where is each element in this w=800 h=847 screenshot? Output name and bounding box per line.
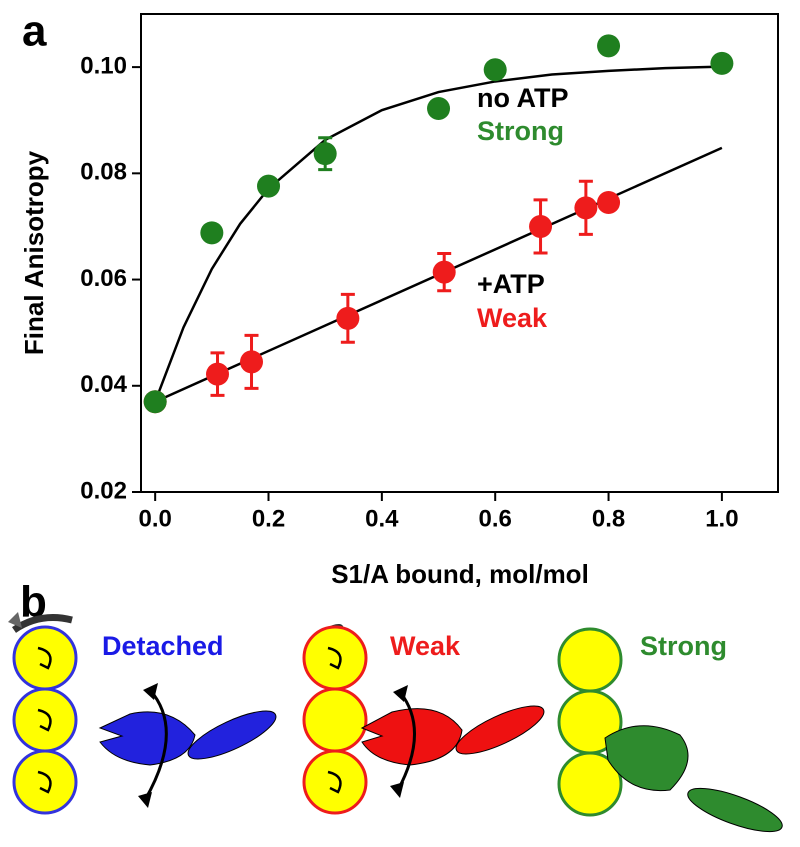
diagram-label: Weak (390, 631, 461, 661)
x-tick-label: 0.6 (479, 505, 512, 532)
data-point (313, 142, 337, 166)
diagram-label: Detached (102, 631, 224, 661)
y-tick-label: 0.08 (80, 159, 127, 186)
diagram-labels: Detached Weak Strong (102, 631, 727, 661)
y-tick-label: 0.04 (80, 371, 127, 398)
data-point (597, 191, 621, 215)
strong-diagram (557, 627, 783, 833)
data-point (529, 214, 553, 238)
detached-diagram (8, 612, 277, 815)
y-axis-title: Final Anisotropy (19, 150, 49, 355)
annotation: +ATP (477, 269, 545, 299)
annotation: Strong (477, 116, 564, 146)
data-point (257, 174, 281, 198)
y-tick-label: 0.02 (80, 477, 127, 504)
data-point (200, 221, 224, 245)
data-point (710, 51, 734, 75)
fit-line (153, 65, 722, 403)
data-point (143, 390, 167, 414)
x-tick-label: 1.0 (705, 505, 738, 532)
y-tick-label: 0.10 (80, 52, 127, 79)
x-tick-label: 0.4 (365, 505, 399, 532)
data-point (483, 58, 507, 82)
x-tick-label: 0.0 (138, 505, 171, 532)
plot: 0.0 0.2 0.4 0.6 0.8 1.0 0.02 0.04 0.06 0.08 0.10 no… (80, 13, 779, 532)
data-point (427, 97, 451, 121)
annotation: no ATP (477, 83, 568, 113)
plot-frame (140, 13, 779, 493)
weak-diagram (302, 624, 545, 815)
data-point (597, 34, 621, 58)
diagram-label: Strong (640, 631, 727, 661)
data-point (336, 306, 360, 330)
x-axis-title: S1/A bound, mol/mol (331, 559, 589, 589)
x-tick-label: 0.2 (252, 505, 285, 532)
data-point (206, 362, 230, 386)
y-tick-label: 0.06 (80, 265, 127, 292)
data-point (432, 260, 456, 284)
annotation: Weak (477, 303, 548, 333)
panel-label: a (22, 7, 47, 56)
data-point (574, 196, 598, 220)
data-point (240, 350, 264, 374)
x-tick-label: 0.8 (592, 505, 625, 532)
